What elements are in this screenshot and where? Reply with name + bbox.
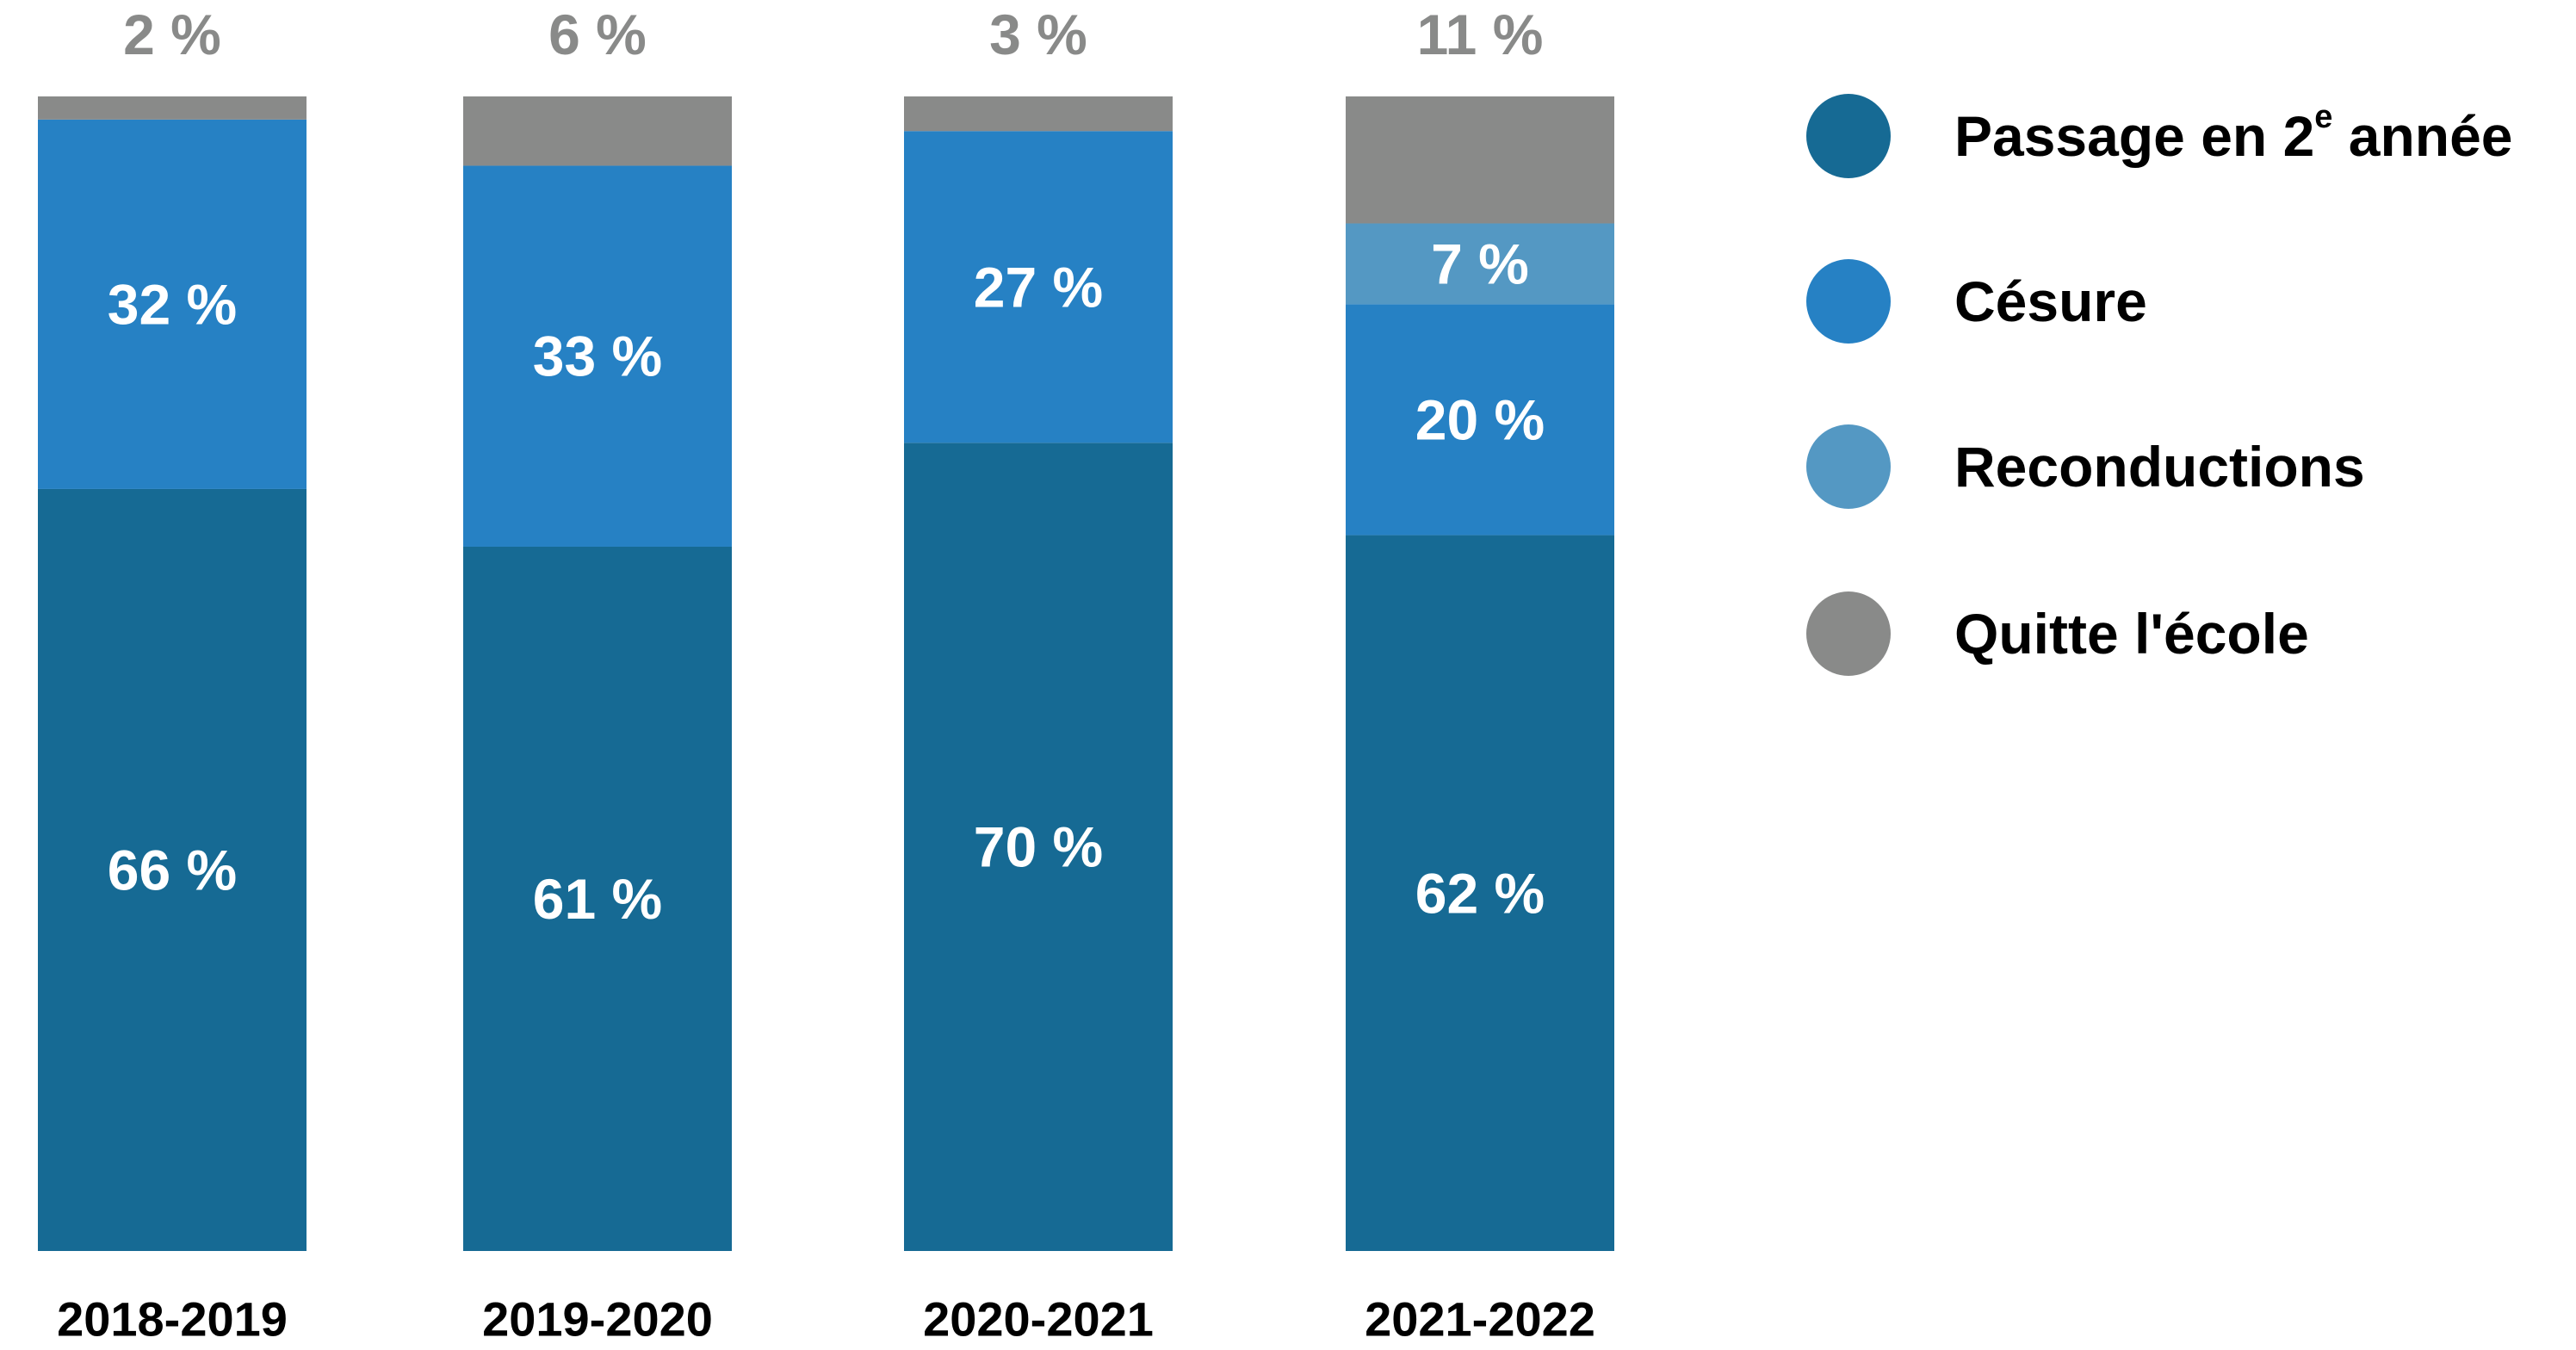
bar-value-label: 32 % xyxy=(108,272,237,336)
legend-swatch xyxy=(1806,424,1891,509)
legend-swatch xyxy=(1806,94,1891,178)
bar-segment xyxy=(1346,535,1614,1251)
bar-value-label: 20 % xyxy=(1415,387,1545,451)
legend-swatch xyxy=(1806,591,1891,676)
bar-segment xyxy=(904,443,1173,1251)
legend-label-part: année xyxy=(2332,104,2512,168)
legend-label: Césure xyxy=(1954,269,2147,333)
legend-label-part: Passage en 2 xyxy=(1954,104,2314,168)
bar-value-label: 33 % xyxy=(533,325,662,388)
legend-swatch xyxy=(1806,259,1891,344)
bar-segment xyxy=(1346,96,1614,224)
bar-segment xyxy=(463,165,732,547)
bar-segment xyxy=(38,119,307,489)
bar-value-label: 61 % xyxy=(533,867,662,931)
legend-label: Quitte l'école xyxy=(1954,602,2309,666)
bars-group xyxy=(38,96,1614,1251)
category-label: 2018-2019 xyxy=(57,1292,288,1347)
bar-segment xyxy=(463,546,732,1251)
legend-item: Reconductions xyxy=(1806,424,2365,509)
bar-segment xyxy=(38,96,307,120)
bar-value-label: 70 % xyxy=(974,815,1103,879)
category-label: 2020-2021 xyxy=(923,1292,1154,1347)
legend-item: Césure xyxy=(1806,259,2147,344)
category-label: 2019-2020 xyxy=(482,1292,713,1347)
bar-segment xyxy=(1346,223,1614,305)
bar-value-label: 7 % xyxy=(1431,232,1529,295)
bar-value-label: 66 % xyxy=(108,838,237,901)
legend-item: Passage en 2e année xyxy=(1806,94,2513,178)
legend-superscript: e xyxy=(2314,99,2332,135)
bar-segment xyxy=(904,96,1173,132)
bar-labels-group: 66 % 32 % 2 % 61 % 33 % 6 % 70 % 27 % 3 % 62 % 20 … xyxy=(108,3,1545,931)
legend: Passage en 2e année Césure Reconductions Qu… xyxy=(1806,94,2513,676)
bar-segment xyxy=(904,131,1173,443)
bar-value-label: 2 % xyxy=(123,3,221,66)
bar-value-label: 3 % xyxy=(989,3,1087,66)
category-label: 2021-2022 xyxy=(1365,1292,1595,1347)
bar-segment xyxy=(38,488,307,1251)
bar-segment xyxy=(463,96,732,166)
bar-value-label: 11 % xyxy=(1417,3,1544,66)
bar-segment xyxy=(1346,304,1614,536)
category-labels-group: 2018-2019 2019-2020 2020-2021 2021-2022 xyxy=(57,1292,1595,1347)
legend-label: Reconductions xyxy=(1954,435,2365,499)
legend-item: Quitte l'école xyxy=(1806,591,2309,676)
legend-label: Passage en 2e année xyxy=(1954,99,2513,168)
bar-value-label: 6 % xyxy=(548,3,647,66)
bar-value-label: 62 % xyxy=(1415,861,1545,925)
bar-value-label: 27 % xyxy=(974,255,1103,319)
